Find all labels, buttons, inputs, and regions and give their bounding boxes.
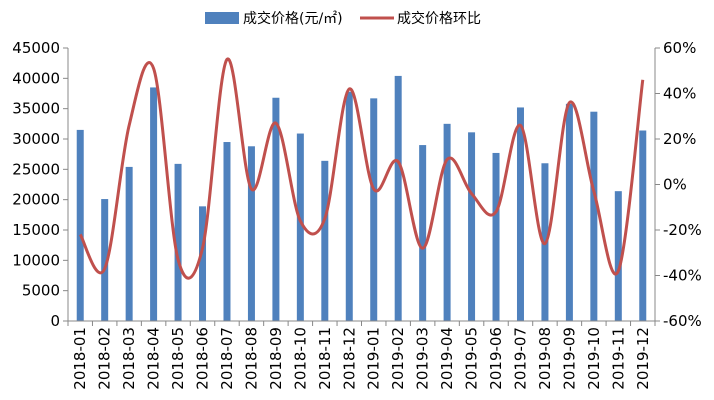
x-tick-label: 2019-02 [389, 327, 407, 390]
right-tick-label: 0% [663, 176, 687, 194]
left-tick-label: 10000 [12, 251, 60, 269]
x-axis-ticks: 2018-01 2018-02 2018-03 2018-04 2018-05 2018-… [67, 321, 656, 390]
bar-2018-12 [345, 91, 353, 322]
right-tick-label: -20% [663, 221, 702, 239]
x-tick-label: 2018-01 [71, 327, 89, 390]
right-axis-ticks: -60% -40% -20% 0% 20% 40% 60% [655, 39, 702, 330]
x-tick-label: 2018-12 [340, 327, 358, 390]
bar-2019-01 [370, 98, 378, 321]
right-tick-label: -40% [663, 267, 702, 285]
legend-swatch-price [205, 12, 239, 24]
bar-2018-04 [150, 87, 158, 322]
left-tick-label: 40000 [12, 69, 60, 87]
x-tick-label: 2019-09 [560, 327, 578, 390]
x-tick-label: 2018-09 [267, 327, 285, 390]
x-tick-label: 2018-02 [96, 327, 114, 390]
mom-line-series [78, 57, 645, 280]
bar-2019-09 [565, 103, 573, 321]
legend: 成交价格(元/㎡) 成交价格环比 [205, 10, 481, 27]
right-tick-label: 20% [663, 130, 696, 148]
bar-2018-01 [76, 129, 84, 321]
x-tick-label: 2018-07 [218, 327, 236, 390]
left-tick-label: 45000 [12, 39, 60, 57]
left-tick-label: 30000 [12, 130, 60, 148]
x-tick-label: 2019-10 [585, 327, 603, 390]
left-tick-label: 25000 [12, 160, 60, 178]
x-tick-label: 2019-05 [463, 327, 481, 390]
bar-2018-08 [247, 146, 255, 321]
left-tick-label: 15000 [12, 221, 60, 239]
bar-2018-02 [101, 199, 109, 321]
right-tick-label: 60% [663, 39, 696, 57]
left-tick-label: 20000 [12, 191, 60, 209]
x-tick-label: 2019-01 [365, 327, 383, 390]
bar-2018-05 [174, 163, 182, 321]
x-tick-label: 2019-08 [536, 327, 554, 390]
bar-2019-06 [492, 152, 500, 321]
x-tick-label: 2019-03 [414, 327, 432, 390]
bar-2019-05 [468, 132, 476, 321]
x-tick-label: 2018-10 [291, 327, 309, 390]
left-tick-label: 35000 [12, 100, 60, 118]
bar-2019-03 [419, 145, 427, 321]
bar-2018-10 [296, 133, 304, 321]
bar-2018-11 [321, 160, 329, 321]
bar-2018-07 [223, 142, 231, 321]
x-tick-label: 2018-03 [120, 327, 138, 390]
bar-series [76, 75, 647, 322]
x-tick-label: 2018-05 [169, 327, 187, 390]
x-tick-label: 2019-11 [609, 327, 627, 390]
x-tick-label: 2018-06 [194, 327, 212, 390]
bar-2019-07 [516, 107, 524, 321]
right-tick-label: 40% [663, 85, 696, 103]
bar-2018-03 [125, 166, 133, 321]
x-tick-label: 2019-04 [438, 327, 456, 390]
left-tick-label: 0 [50, 312, 60, 330]
right-tick-label: -60% [663, 312, 702, 330]
bar-2019-10 [590, 111, 598, 321]
bar-2019-11 [614, 191, 622, 321]
x-tick-label: 2019-06 [487, 327, 505, 390]
left-axis-ticks: 0 5000 10000 15000 20000 25000 30000 35000 40000… [12, 39, 68, 330]
x-tick-label: 2018-04 [145, 327, 163, 390]
bar-2019-04 [443, 123, 451, 321]
x-tick-label: 2019-07 [511, 327, 529, 390]
x-tick-label: 2019-12 [634, 327, 652, 390]
bar-2018-06 [199, 206, 207, 321]
bar-2019-02 [394, 75, 402, 321]
legend-label-price: 成交价格(元/㎡) [243, 10, 343, 27]
bar-2019-12 [639, 130, 647, 321]
bar-2018-09 [272, 97, 280, 321]
left-tick-label: 5000 [22, 282, 60, 300]
legend-label-mom: 成交价格环比 [397, 10, 481, 27]
x-tick-label: 2018-11 [316, 327, 334, 390]
x-tick-label: 2018-08 [242, 327, 260, 390]
